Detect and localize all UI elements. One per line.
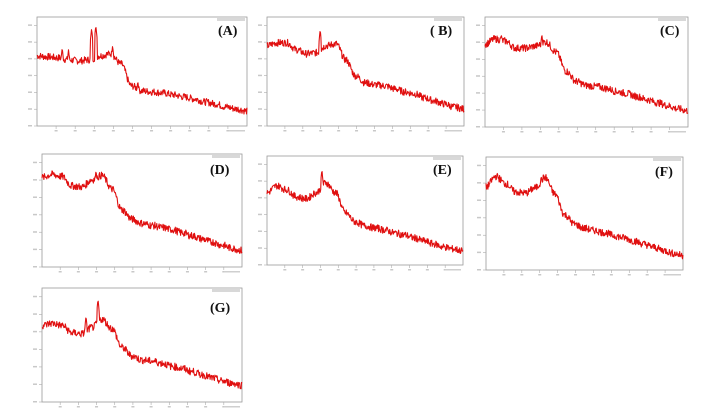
chart-panel-g [28,284,252,412]
panel-label-e: (E) [433,163,452,178]
intensity-trace [266,171,464,255]
plot-frame [484,16,689,128]
plot-frame [266,155,464,266]
chart-panel-e [253,152,473,275]
legend-box [653,158,681,161]
intensity-trace [36,27,248,115]
plot-frame [266,16,465,127]
chart-panel-a [23,13,257,136]
chart-plot-d [33,153,243,273]
chart-panel-c [471,13,698,137]
legend-box [433,157,461,160]
chart-panel-f [472,153,693,280]
chart-plot-c [476,16,689,133]
plot-frame [36,16,248,127]
intensity-trace [485,172,684,260]
chart-plot-b [258,16,465,132]
intensity-trace [41,170,243,254]
intensity-trace [266,31,465,113]
plot-frame [41,153,243,268]
chart-plot-a [28,16,248,132]
chart-plot-g [33,287,243,408]
intensity-trace [41,300,243,390]
panel-label-d: (D) [210,163,230,178]
legend-box [217,18,245,21]
intensity-trace [484,35,689,114]
panel-label-a: (A) [218,24,238,39]
panel-label-g: (G) [210,301,231,316]
plot-frame [41,287,243,403]
chart-plot-e [258,155,464,271]
legend-box [212,155,240,158]
panel-label-f: (F) [655,165,673,180]
panel-label-b: ( B) [430,24,453,39]
legend-box [212,289,240,292]
plot-frame [485,156,684,271]
legend-box [434,18,462,21]
chart-plot-f [477,156,684,276]
legend-box [658,18,686,21]
panel-label-c: (C) [660,24,680,39]
chart-panel-b [253,13,474,136]
chart-panel-d [28,150,252,277]
